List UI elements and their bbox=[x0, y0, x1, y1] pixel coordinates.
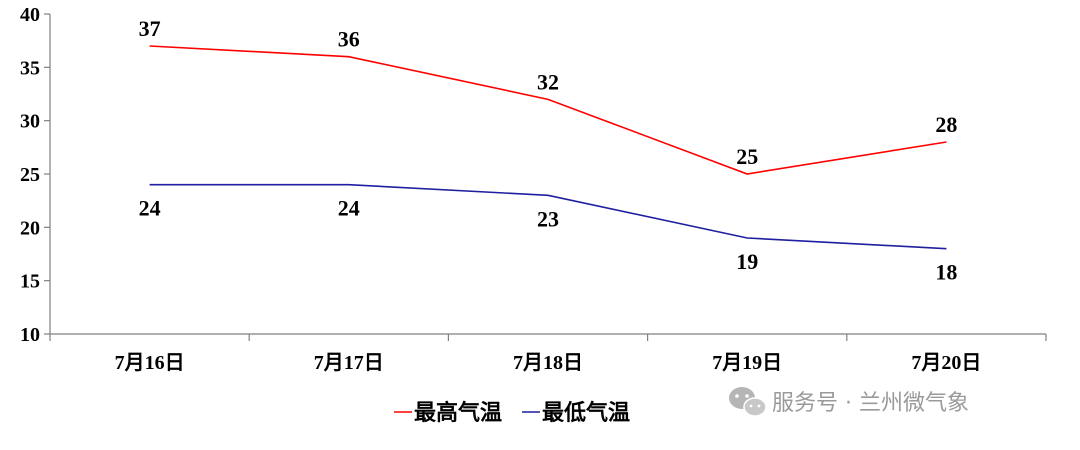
x-tick-label: 7月20日 bbox=[911, 352, 981, 374]
x-tick-label: 7月18日 bbox=[513, 352, 583, 374]
legend: 最高气温 最低气温 bbox=[394, 400, 630, 426]
y-tick-label: 25 bbox=[20, 164, 40, 186]
series-layer bbox=[149, 45, 947, 250]
data-label: 19 bbox=[736, 249, 758, 274]
series-line-1 bbox=[149, 45, 947, 175]
data-label: 25 bbox=[736, 144, 758, 169]
wechat-icon bbox=[729, 387, 767, 417]
y-tick-label: 35 bbox=[20, 57, 40, 79]
data-label: 24 bbox=[338, 196, 360, 221]
chart-axes: 10 15 20 25 30 35 40 7月16日 7月17日 7月18日 7月19日 7月20日 bbox=[20, 4, 1047, 374]
data-label: 24 bbox=[139, 196, 161, 221]
x-tick-label: 7月19日 bbox=[712, 352, 782, 374]
data-label: 32 bbox=[537, 69, 559, 94]
legend-label-2: 最低气温 bbox=[542, 400, 630, 426]
y-tick-label: 30 bbox=[20, 111, 40, 133]
series-line-2 bbox=[149, 183, 947, 250]
data-label: 28 bbox=[935, 112, 957, 137]
y-tick-label: 20 bbox=[20, 217, 40, 239]
data-label: 18 bbox=[935, 260, 957, 285]
data-label: 37 bbox=[139, 16, 161, 41]
watermark: 服务号 · 兰州微气象 bbox=[729, 387, 969, 417]
x-tick-label: 7月17日 bbox=[314, 352, 384, 374]
data-labels-layer: 37 36 32 25 28 24 24 23 19 18 bbox=[139, 16, 958, 285]
data-label: 23 bbox=[537, 206, 559, 231]
y-tick-label: 40 bbox=[20, 4, 40, 26]
data-label: 36 bbox=[338, 27, 360, 52]
y-tick-label: 15 bbox=[20, 271, 40, 293]
legend-label-1: 最高气温 bbox=[414, 400, 502, 426]
y-tick-label: 10 bbox=[20, 324, 40, 346]
x-tick-label: 7月16日 bbox=[115, 352, 185, 374]
watermark-text: 服务号 · 兰州微气象 bbox=[772, 391, 969, 416]
